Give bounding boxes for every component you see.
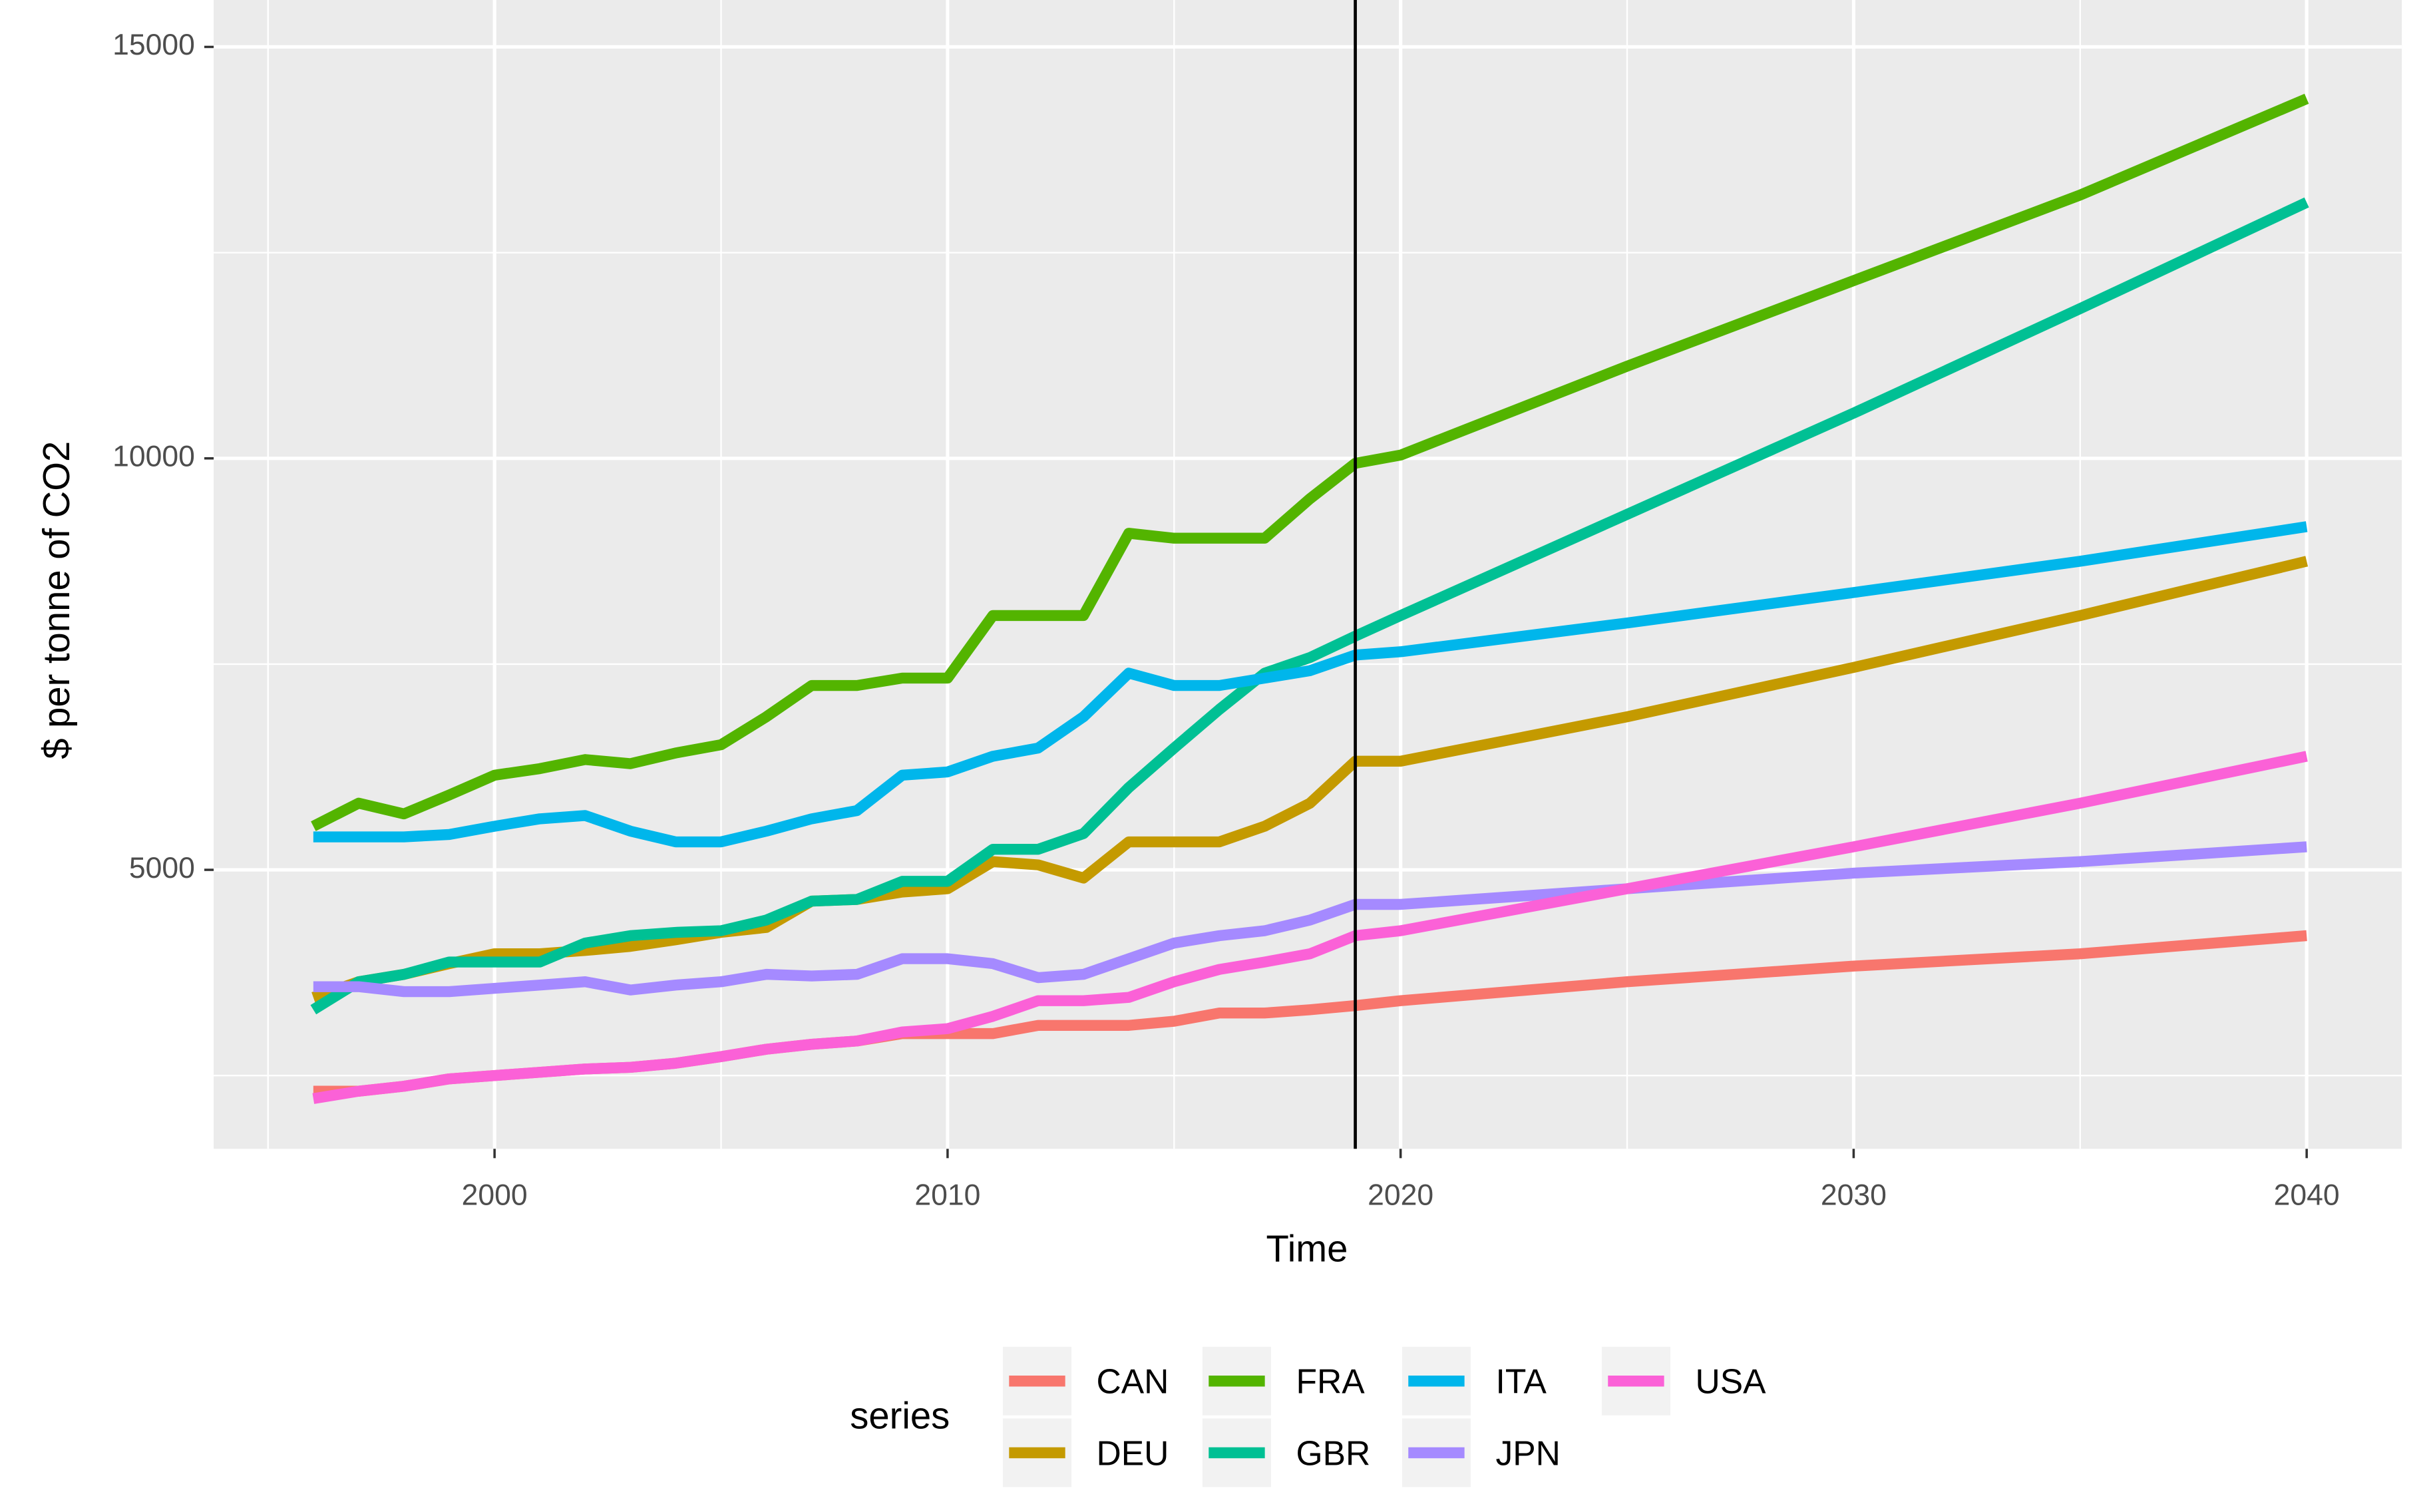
legend-label: FRA [1296, 1362, 1366, 1401]
y-tick-label: 10000 [112, 441, 195, 473]
x-tick-label: 2030 [1821, 1179, 1887, 1212]
legend-title: series [850, 1394, 950, 1436]
legend-label: ITA [1496, 1362, 1547, 1401]
plot-panel [214, 0, 2402, 1149]
x-tick-label: 2010 [914, 1179, 980, 1212]
series-line [312, 751, 2308, 1104]
y-tick-label: 5000 [129, 852, 195, 884]
y-tick-label: 15000 [112, 29, 195, 61]
series-line [311, 556, 2309, 1003]
x-tick-label: 2020 [1368, 1179, 1433, 1212]
x-tick-label: 2040 [2274, 1179, 2340, 1212]
y-axis-title: $ per tonne of CO2 [35, 441, 77, 759]
x-tick-label: 2000 [462, 1179, 528, 1212]
legend-label: GBR [1296, 1433, 1371, 1472]
series-line [313, 521, 2308, 848]
legend-label: USA [1695, 1362, 1766, 1401]
legend-label: CAN [1097, 1362, 1169, 1401]
series-line [311, 93, 2309, 831]
legend-label: JPN [1496, 1433, 1561, 1472]
x-axis-title: Time [1266, 1228, 1348, 1270]
series-line [310, 197, 2309, 1015]
series-line [313, 841, 2307, 998]
legend-label: DEU [1097, 1433, 1169, 1472]
